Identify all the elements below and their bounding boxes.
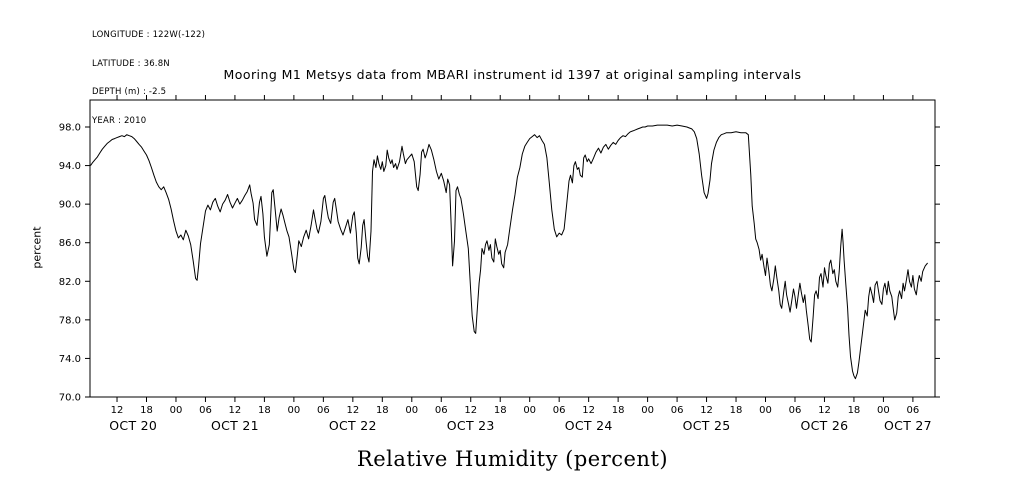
- x-date-label: OCT 21: [211, 418, 259, 433]
- y-tick-label: 94.0: [59, 161, 81, 172]
- x-hour-tick-label: 06: [199, 405, 212, 416]
- x-hour-tick-label: 00: [641, 405, 654, 416]
- x-hour-tick-label: 00: [877, 405, 890, 416]
- x-date-label: OCT 26: [801, 418, 849, 433]
- x-hour-tick-label: 18: [730, 405, 743, 416]
- plot-frame: [89, 99, 936, 398]
- metadata-depth: DEPTH (m) : -2.5: [92, 87, 167, 97]
- x-hour-tick-label: 06: [553, 405, 566, 416]
- x-hour-tick-label: 18: [258, 405, 271, 416]
- y-tick-label: 82.0: [59, 277, 81, 288]
- y-tick-label: 74.0: [59, 354, 81, 365]
- chart-title: Mooring M1 Metsys data from MBARI instru…: [223, 67, 802, 82]
- metadata-latitude: LATITUDE : 36.8N: [92, 58, 170, 69]
- x-hour-tick-label: 06: [789, 405, 802, 416]
- x-hour-tick-label: 00: [523, 405, 536, 416]
- x-hour-tick-label: 12: [818, 405, 831, 416]
- x-hour-tick-label: 06: [907, 405, 920, 416]
- x-date-label: OCT 27: [884, 418, 932, 433]
- humidity-trace: [90, 124, 928, 380]
- x-hour-tick-label: 18: [140, 405, 153, 416]
- y-tick-label: 70.0: [59, 393, 81, 404]
- x-date-label: OCT 25: [683, 418, 731, 433]
- x-hour-tick-label: 18: [848, 405, 861, 416]
- x-axis-title: Relative Humidity (percent): [356, 447, 669, 471]
- x-hour-tick-label: 12: [229, 405, 242, 416]
- y-tick-label: 78.0: [59, 315, 81, 326]
- x-hour-tick-label: 06: [435, 405, 448, 416]
- x-hour-tick-label: 18: [376, 405, 389, 416]
- x-date-label: OCT 20: [109, 418, 157, 433]
- x-date-label: OCT 22: [329, 418, 377, 433]
- x-hour-tick-label: 18: [612, 405, 625, 416]
- metadata-year: YEAR : 2010: [92, 115, 147, 126]
- x-hour-tick-label: 06: [317, 405, 330, 416]
- x-hour-tick-label: 12: [111, 405, 124, 416]
- x-hour-tick-label: 12: [700, 405, 713, 416]
- y-tick-label: 98.0: [59, 123, 81, 134]
- x-hour-tick-label: 12: [464, 405, 477, 416]
- x-date-label: OCT 23: [447, 418, 495, 433]
- x-hour-tick-label: 00: [405, 405, 418, 416]
- x-hour-tick-label: 06: [671, 405, 684, 416]
- y-tick-label: 90.0: [59, 200, 81, 211]
- x-hour-tick-label: 00: [170, 405, 183, 416]
- metadata-block: LONGITUDE : 122W(-122) LATITUDE : 36.8N …: [92, 12, 205, 145]
- x-date-label: OCT 24: [565, 418, 613, 433]
- x-hour-tick-label: 00: [288, 405, 301, 416]
- x-hour-tick-label: 12: [346, 405, 359, 416]
- x-hour-tick-label: 18: [494, 405, 507, 416]
- y-tick-label: 86.0: [59, 238, 81, 249]
- x-hour-tick-label: 00: [759, 405, 772, 416]
- metadata-longitude: LONGITUDE : 122W(-122): [92, 30, 206, 40]
- x-hour-tick-label: 12: [582, 405, 595, 416]
